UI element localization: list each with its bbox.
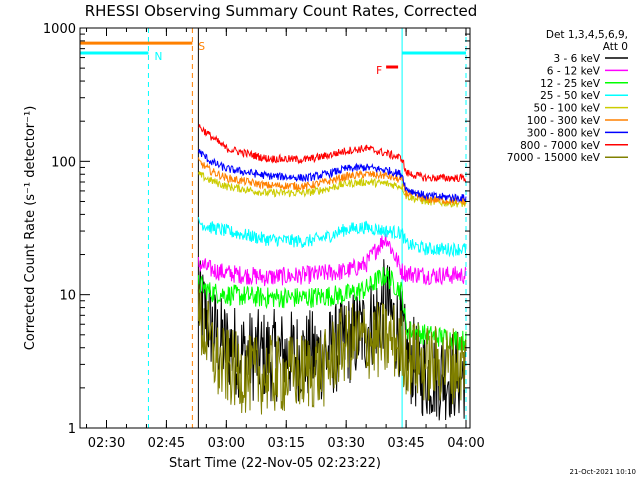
x-tick-label: 03:15 [268, 436, 305, 451]
legend-label: 800 - 7000 keV [520, 140, 601, 152]
flag-F-label: F [376, 65, 382, 77]
legend-label: 7000 - 15000 keV [507, 152, 601, 164]
x-axis: 02:30 02:45 03:00 03:15 03:30 03:45 04:00 [86, 28, 485, 451]
legend-label: 6 - 12 keV [547, 65, 601, 77]
legend-header-line-1: Det 1,3,4,5,6,9, [546, 29, 628, 41]
plot-frame [79, 27, 471, 429]
flag-S-label: S [198, 41, 205, 53]
legend-label: 50 - 100 keV [533, 103, 600, 115]
series-layer [197, 124, 467, 421]
series-line-2 [197, 266, 467, 351]
series-line-3 [197, 217, 467, 258]
legend-label: 300 - 800 keV [527, 127, 601, 139]
legend-label: 12 - 25 keV [540, 78, 601, 90]
flag-N-label: N [154, 51, 162, 63]
y-tick-label: 10 [59, 289, 76, 304]
y-tick-label: 1 [68, 422, 76, 437]
x-tick-label: 03:30 [327, 436, 364, 451]
legend-label: 100 - 300 keV [527, 115, 601, 127]
y-axis: 1 10 100 1000 [43, 22, 470, 437]
legend-header-line-2: Att 0 [603, 41, 628, 53]
y-tick-label: 1000 [43, 22, 76, 37]
y-tick-label: 100 [51, 155, 76, 170]
status-flags: N S F [80, 41, 467, 77]
series-line-7 [198, 124, 467, 183]
series-line-8 [197, 284, 467, 415]
x-tick-label: 04:00 [447, 436, 484, 451]
series-line-6 [197, 149, 467, 203]
x-tick-label: 02:45 [148, 436, 185, 451]
legend-label: 25 - 50 keV [540, 90, 601, 102]
y-axis-label: Corrected Count Rate (s⁻¹ detector⁻¹) [23, 106, 38, 351]
series-line-5 [197, 157, 467, 206]
x-tick-label: 03:00 [208, 436, 245, 451]
footer-timestamp: 21-Oct-2021 10:10 [570, 468, 636, 476]
x-axis-label: Start Time (22-Nov-05 02:23:22) [169, 456, 381, 471]
x-tick-label: 02:30 [88, 436, 125, 451]
legend-label: 3 - 6 keV [553, 53, 600, 65]
chart-title: RHESSI Observing Summary Count Rates, Co… [85, 2, 478, 20]
x-tick-label: 03:45 [387, 436, 424, 451]
series-line-1 [197, 233, 467, 287]
